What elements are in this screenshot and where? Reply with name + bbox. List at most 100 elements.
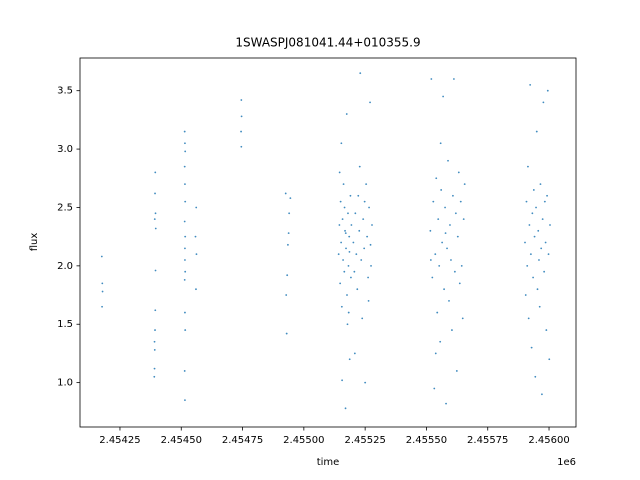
point bbox=[360, 259, 363, 261]
point bbox=[452, 194, 454, 197]
point bbox=[364, 381, 367, 384]
point bbox=[434, 352, 437, 355]
point bbox=[524, 294, 527, 296]
point bbox=[448, 299, 450, 302]
point bbox=[350, 224, 353, 226]
point bbox=[453, 78, 455, 80]
y-tick-label: 2.0 bbox=[57, 261, 73, 272]
x-tick-label: 2.45575 bbox=[467, 435, 508, 446]
point bbox=[287, 232, 290, 235]
point bbox=[524, 241, 526, 244]
point bbox=[436, 311, 439, 314]
point bbox=[358, 165, 361, 168]
point bbox=[348, 358, 351, 361]
x-axis-label: time bbox=[317, 457, 340, 468]
point bbox=[530, 346, 533, 349]
point bbox=[535, 206, 537, 209]
point bbox=[455, 370, 458, 372]
point bbox=[338, 224, 341, 226]
point bbox=[154, 227, 157, 230]
y-tick-label: 1.0 bbox=[57, 378, 73, 389]
point bbox=[435, 177, 438, 180]
point bbox=[153, 340, 156, 343]
x-tick-label: 2.45600 bbox=[528, 435, 569, 446]
point bbox=[362, 218, 365, 221]
point bbox=[547, 253, 550, 256]
point bbox=[183, 165, 186, 168]
point bbox=[342, 259, 344, 261]
point bbox=[184, 247, 186, 250]
point bbox=[184, 329, 187, 331]
point bbox=[431, 276, 434, 279]
point bbox=[154, 192, 156, 195]
x-tick-label: 2.45450 bbox=[161, 435, 202, 446]
point bbox=[541, 393, 543, 396]
point bbox=[446, 247, 448, 250]
x-tick-label: 2.45550 bbox=[406, 435, 447, 446]
point bbox=[240, 145, 243, 148]
point bbox=[346, 294, 348, 296]
point bbox=[460, 264, 463, 267]
point bbox=[288, 212, 291, 215]
point bbox=[459, 200, 462, 203]
point bbox=[535, 130, 538, 133]
y-tick-label: 1.5 bbox=[57, 319, 73, 330]
point bbox=[440, 189, 443, 191]
point bbox=[540, 247, 543, 250]
point bbox=[355, 253, 358, 256]
x-tick-label: 2.45525 bbox=[344, 435, 385, 446]
x-tick-label: 2.45425 bbox=[99, 435, 140, 446]
point bbox=[337, 253, 340, 256]
point bbox=[184, 183, 186, 186]
point bbox=[101, 290, 104, 293]
point bbox=[525, 200, 528, 203]
point bbox=[184, 142, 186, 145]
x-tick-label: 2.45475 bbox=[222, 435, 263, 446]
point bbox=[240, 115, 243, 118]
point bbox=[184, 259, 186, 261]
point bbox=[442, 95, 445, 98]
point bbox=[368, 206, 370, 209]
point bbox=[529, 83, 532, 86]
point bbox=[453, 270, 456, 273]
point bbox=[369, 243, 372, 246]
y-tick-label: 2.5 bbox=[57, 202, 73, 213]
point bbox=[546, 89, 549, 92]
point bbox=[358, 229, 361, 232]
point bbox=[354, 212, 357, 215]
point bbox=[344, 229, 346, 232]
point bbox=[353, 352, 356, 355]
point bbox=[544, 241, 547, 244]
point bbox=[339, 200, 342, 203]
point bbox=[538, 259, 540, 261]
point bbox=[287, 243, 289, 246]
point bbox=[356, 288, 359, 291]
y-axis-label: flux bbox=[29, 233, 40, 252]
chart-title: 1SWASPJ081041.44+010355.9 bbox=[235, 36, 420, 50]
point bbox=[338, 171, 341, 174]
point bbox=[443, 288, 445, 291]
point bbox=[286, 274, 289, 277]
point bbox=[344, 232, 347, 235]
point bbox=[195, 253, 198, 256]
point bbox=[240, 99, 243, 101]
point bbox=[461, 317, 464, 320]
point bbox=[546, 194, 548, 197]
point bbox=[101, 282, 104, 285]
point bbox=[533, 235, 536, 238]
point bbox=[451, 329, 453, 331]
point bbox=[527, 165, 529, 168]
point bbox=[184, 399, 186, 402]
point bbox=[184, 150, 187, 153]
point bbox=[534, 375, 537, 378]
x-offset-label: 1e6 bbox=[557, 457, 576, 468]
point bbox=[365, 183, 368, 186]
point bbox=[445, 402, 447, 405]
point bbox=[346, 323, 349, 326]
point bbox=[183, 370, 186, 372]
point bbox=[153, 367, 156, 370]
point bbox=[456, 235, 459, 238]
point bbox=[353, 270, 356, 273]
